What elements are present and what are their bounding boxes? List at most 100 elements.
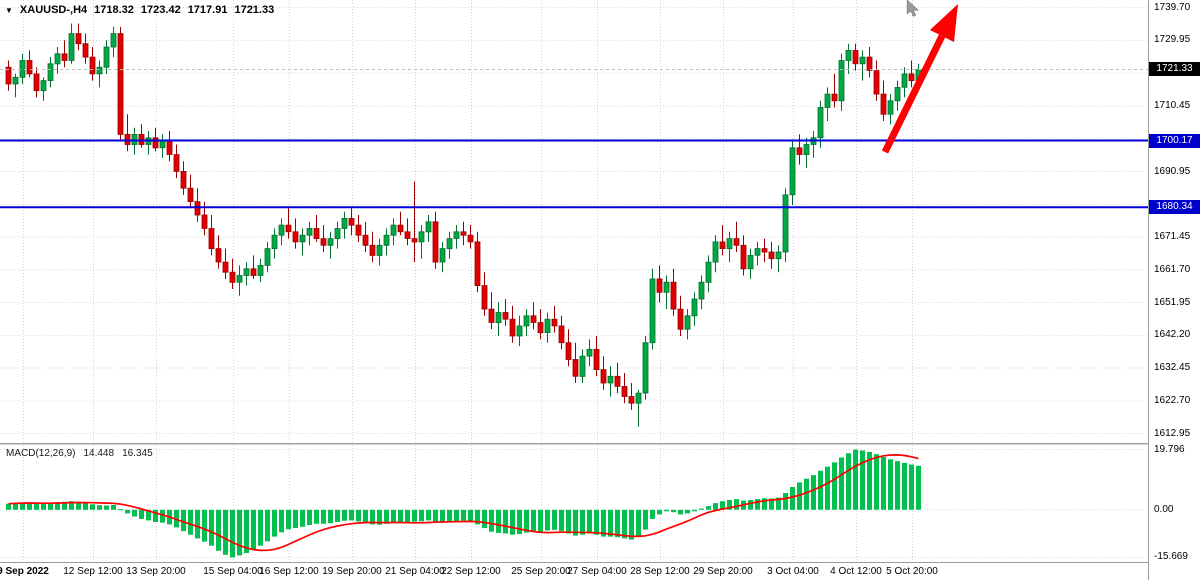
time-tick-label: 21 Sep 04:00 [385, 566, 445, 577]
candle [264, 248, 271, 266]
candle [712, 241, 719, 263]
macd-histogram-bar [111, 504, 116, 510]
candle [103, 46, 110, 68]
macd-histogram-bar [580, 509, 585, 535]
macd-histogram-bar [559, 509, 564, 532]
candle [411, 238, 418, 243]
time-tick-label: 4 Oct 12:00 [830, 566, 882, 577]
macd-histogram-bar [349, 509, 354, 521]
macd-chart-svg [0, 445, 1148, 562]
candle [19, 60, 26, 78]
macd-histogram-bar [265, 509, 270, 542]
macd-histogram-bar [545, 509, 550, 531]
candle [852, 50, 859, 65]
macd-histogram-bar [468, 509, 473, 522]
candle [642, 342, 649, 394]
candle [817, 107, 824, 139]
candle [117, 33, 124, 135]
macd-histogram-bar [594, 509, 599, 535]
macd-histogram-bar [83, 503, 88, 510]
time-tick-label: 9 Sep 2022 [0, 566, 49, 577]
macd-histogram-bar [916, 465, 921, 510]
trend-arrow[interactable] [881, 4, 958, 154]
macd-histogram-bar [447, 509, 452, 522]
price-level-badge-1: 1700.17 [1149, 134, 1200, 148]
candle [320, 238, 327, 246]
macd-histogram-bar [356, 509, 361, 522]
time-tick-label: 15 Sep 04:00 [203, 566, 263, 577]
candle [544, 318, 551, 334]
candle [131, 133, 138, 145]
time-axis[interactable]: 9 Sep 2022 12 Sep 12:00 13 Sep 20:00 15 Sep… [0, 562, 1148, 580]
macd-histogram-bar [391, 509, 396, 523]
price-axis[interactable]: 1721.33 1700.17 1680.34 1739.70 1729.95 17… [1148, 0, 1200, 580]
macd-histogram-bar [503, 509, 508, 534]
macd-histogram-bar [699, 508, 704, 510]
candle [110, 33, 117, 48]
macd-histogram-bar [685, 509, 690, 514]
macd-histogram-bar [69, 501, 74, 510]
macd-histogram-bar [713, 503, 718, 510]
macd-signal-value: 16.345 [122, 448, 153, 459]
panel-splitter[interactable] [0, 443, 1200, 445]
macd-histogram-bar [524, 509, 529, 533]
candle [271, 234, 278, 249]
candle [40, 80, 47, 92]
candle [68, 33, 75, 61]
macd-histogram-bar [636, 509, 641, 537]
macd-histogram-bar [832, 462, 837, 510]
macd-histogram-bar [755, 499, 760, 510]
macd-histogram-bar [202, 509, 207, 542]
axis-tick-label: 1651.95 [1154, 297, 1191, 308]
macd-histogram-bar [223, 509, 228, 555]
macd-histogram-bar [727, 500, 732, 510]
candle [243, 268, 250, 276]
candle [502, 312, 509, 320]
macd-histogram-bar [853, 449, 858, 510]
candle [152, 137, 159, 149]
axis-tick-label: 1739.70 [1154, 2, 1191, 13]
time-tick-label: 22 Sep 12:00 [441, 566, 501, 577]
candle [579, 355, 586, 377]
macd-histogram-bar [902, 462, 907, 510]
time-tick-label: 29 Sep 20:00 [693, 566, 753, 577]
candle [726, 238, 733, 250]
axis-tick-label: 1729.95 [1154, 34, 1191, 45]
macd-histogram-bar [104, 505, 109, 510]
macd-histogram-bar [776, 497, 781, 510]
candle [327, 238, 334, 246]
candle [96, 66, 103, 75]
macd-histogram-bar [573, 509, 578, 536]
candle [236, 275, 243, 283]
axis-tick-label: 1632.45 [1154, 362, 1191, 373]
high-value: 1723.42 [140, 4, 181, 16]
candle [453, 231, 460, 239]
macd-histogram-bar [272, 509, 277, 537]
macd-histogram-bar [895, 461, 900, 510]
macd-histogram-bar [489, 509, 494, 532]
candle [124, 133, 131, 145]
macd-histogram-bar [90, 504, 95, 510]
candle [614, 375, 621, 387]
candle [677, 308, 684, 330]
candle [495, 312, 502, 324]
main-chart-area[interactable]: ▼ XAUUSD-,H4 1718.32 1723.42 1717.91 172… [0, 0, 1148, 443]
candle [782, 194, 789, 253]
macd-histogram-bar [909, 464, 914, 510]
macd-panel[interactable]: MACD(12,26,9) 14.448 16.345 [0, 445, 1148, 562]
candle [754, 248, 761, 256]
collapse-chart-icon[interactable]: ▼ [5, 5, 13, 15]
axis-tick-label: 1690.95 [1154, 166, 1191, 177]
macd-histogram-bar [27, 502, 32, 510]
candle [761, 248, 768, 253]
macd-histogram-bar [804, 478, 809, 510]
axis-tick-label: 1612.95 [1154, 428, 1191, 439]
macd-histogram-bar [566, 509, 571, 534]
candle [334, 228, 341, 240]
time-tick-label: 25 Sep 20:00 [511, 566, 571, 577]
macd-histogram-bar [384, 509, 389, 524]
candle [691, 298, 698, 317]
macd-histogram-bar [825, 466, 830, 510]
macd-histogram-bar [475, 509, 480, 525]
